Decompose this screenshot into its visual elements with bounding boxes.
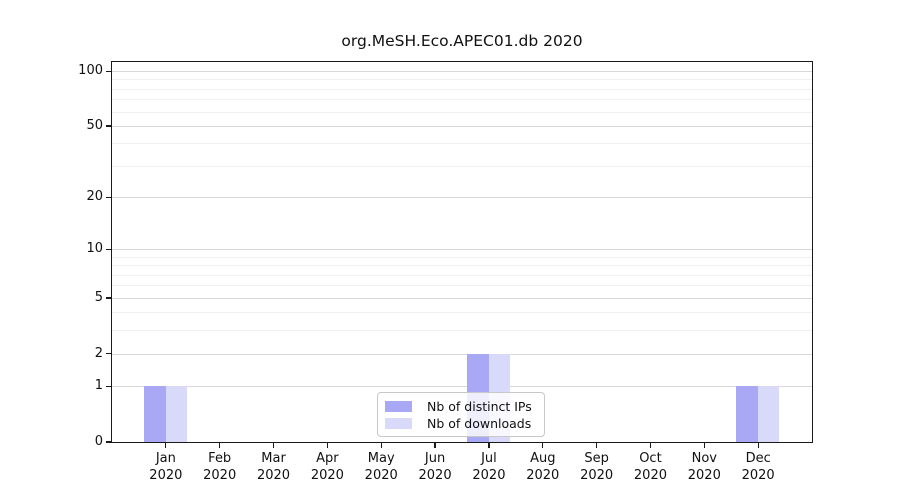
legend-item-downloads: Nb of downloads <box>385 415 536 431</box>
x-tick-month: May <box>367 451 395 466</box>
bar-distinct-ips <box>736 386 758 442</box>
x-axis-tick <box>488 443 490 448</box>
x-tick-year: 2020 <box>633 467 667 483</box>
x-axis-tick-label: Jul 2020 <box>461 451 517 484</box>
legend-item-distinct-ips: Nb of distinct IPs <box>385 398 536 414</box>
y-axis-tick <box>106 385 111 387</box>
y-axis-tick-label: 2 <box>94 345 103 361</box>
bar-downloads <box>757 386 780 442</box>
minor-gridline <box>111 265 813 267</box>
chart-title: org.MeSH.Eco.APEC01.db 2020 <box>341 32 583 50</box>
y-axis-tick <box>106 441 111 443</box>
major-gridline <box>111 70 813 72</box>
y-axis-tick <box>106 248 111 250</box>
minor-gridline <box>111 99 813 101</box>
legend-swatch-distinct-ips-icon <box>385 400 412 412</box>
x-axis-tick <box>434 443 436 448</box>
x-axis-tick <box>272 443 275 448</box>
x-tick-month: Nov <box>691 451 717 466</box>
x-axis-tick-label: Oct 2020 <box>622 451 678 484</box>
x-tick-year: 2020 <box>364 467 398 483</box>
minor-gridline <box>111 274 813 276</box>
y-axis-tick-label: 1 <box>94 378 103 394</box>
y-axis-tick-label: 50 <box>86 118 103 134</box>
minor-gridline <box>111 111 813 113</box>
x-tick-month: Mar <box>261 451 286 466</box>
x-tick-year: 2020 <box>256 467 291 483</box>
x-tick-month: Jul <box>481 451 497 466</box>
y-axis-tick <box>106 297 111 299</box>
x-axis-tick-label: Feb 2020 <box>192 451 248 484</box>
minor-gridline <box>111 312 813 314</box>
minor-gridline <box>111 79 813 81</box>
minor-gridline <box>111 143 813 145</box>
major-gridline <box>111 249 813 251</box>
x-axis-tick-label: Dec 2020 <box>730 451 786 484</box>
x-axis-tick <box>542 443 544 448</box>
minor-gridline <box>111 165 813 167</box>
legend: Nb of distinct IPs Nb of downloads <box>377 392 545 437</box>
major-gridline <box>111 353 813 355</box>
x-tick-month: Apr <box>316 451 339 466</box>
x-tick-year: 2020 <box>687 467 721 483</box>
x-axis-tick <box>703 443 705 448</box>
x-axis-tick-label: Sep 2020 <box>569 451 625 484</box>
x-axis-tick <box>165 443 167 448</box>
x-tick-year: 2020 <box>310 467 344 483</box>
x-axis-tick-label: Jun 2020 <box>407 451 463 484</box>
x-axis-tick-label: Apr 2020 <box>299 451 355 484</box>
x-axis-tick-label: May 2020 <box>353 451 409 484</box>
x-axis-tick <box>219 443 221 448</box>
x-tick-month: Sep <box>584 451 609 466</box>
y-axis-tick-label: 0 <box>94 434 103 449</box>
major-gridline <box>111 297 813 299</box>
x-tick-year: 2020 <box>418 467 452 483</box>
legend-swatch-downloads-icon <box>385 417 412 429</box>
bar-downloads <box>165 386 188 442</box>
x-axis-tick <box>380 443 382 448</box>
y-axis-tick <box>106 125 111 127</box>
grid-layer <box>111 62 813 442</box>
y-axis-tick <box>106 196 111 198</box>
x-axis-tick <box>326 443 328 448</box>
major-gridline <box>111 386 813 388</box>
y-axis-tick <box>106 353 111 355</box>
x-tick-month: Feb <box>208 451 232 466</box>
x-axis-tick-label: Nov 2020 <box>676 451 732 484</box>
x-tick-year: 2020 <box>149 467 183 483</box>
y-axis-tick <box>106 70 111 72</box>
x-tick-month: Jun <box>424 451 446 466</box>
x-axis-tick <box>649 443 652 448</box>
x-tick-year: 2020 <box>526 467 560 483</box>
plot-area <box>110 60 814 444</box>
x-axis-tick <box>757 443 759 448</box>
minor-gridline <box>111 256 813 258</box>
x-tick-year: 2020 <box>472 467 506 483</box>
x-tick-month: Dec <box>745 451 771 466</box>
x-axis-tick-label: Aug 2020 <box>515 451 571 484</box>
x-tick-month: Oct <box>639 451 662 466</box>
y-axis-tick-label: 20 <box>86 189 103 205</box>
x-axis-tick-label: Mar 2020 <box>246 451 302 484</box>
bar-distinct-ips <box>144 386 166 442</box>
x-tick-year: 2020 <box>203 467 237 483</box>
major-gridline <box>111 125 813 127</box>
x-tick-year: 2020 <box>580 467 614 483</box>
x-axis-tick <box>596 443 598 448</box>
minor-gridline <box>111 88 813 90</box>
legend-label-distinct-ips: Nb of distinct IPs <box>427 398 532 414</box>
y-axis-tick-label: 10 <box>86 241 103 257</box>
x-tick-year: 2020 <box>741 467 775 483</box>
x-tick-month: Aug <box>530 451 556 466</box>
minor-gridline <box>111 330 813 332</box>
x-axis-tick-label: Jan 2020 <box>138 451 194 484</box>
major-gridline <box>111 197 813 199</box>
x-tick-month: Jan <box>155 451 176 466</box>
legend-label-downloads: Nb of downloads <box>427 415 532 431</box>
y-axis-tick-label: 100 <box>78 63 103 79</box>
minor-gridline <box>111 285 813 287</box>
y-axis-tick-label: 5 <box>94 290 103 306</box>
